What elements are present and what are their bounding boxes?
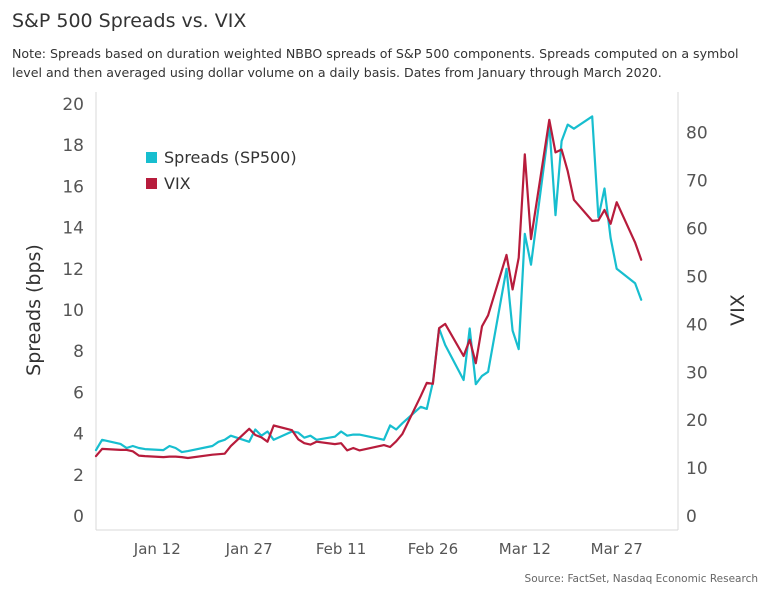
chart-axes: 0 2 4 6 8 10 12 14 16 18 20 0 10 20 30 40 50 60 70 80 Jan 12… [23, 92, 749, 558]
y-tick-label: 4 [73, 425, 84, 445]
x-tick-label: Feb 26 [408, 540, 458, 558]
y2-tick-label: 30 [686, 363, 708, 383]
y2-tick-label: 80 [686, 124, 708, 144]
y-tick-label: 20 [62, 95, 84, 115]
y-tick-label: 18 [62, 136, 84, 156]
y2-tick-label: 20 [686, 411, 708, 431]
legend-swatch-spreads [146, 152, 157, 163]
vix-line [94, 118, 643, 460]
y2-tick-label: 40 [686, 315, 708, 335]
y-tick-label: 10 [62, 301, 84, 321]
spreads-line [94, 115, 643, 454]
legend-swatch-vix [146, 178, 157, 189]
y2-tick-label: 0 [686, 507, 697, 527]
y2-tick-label: 70 [686, 172, 708, 192]
chart-series [94, 115, 643, 460]
y-axis-label: Spreads (bps) [23, 244, 45, 376]
y-tick-label: 2 [73, 466, 84, 486]
x-tick-label: Feb 11 [316, 540, 366, 558]
chart-legend: Spreads (SP500) VIX [146, 148, 297, 193]
y-tick-label: 14 [62, 219, 84, 239]
source-note: Source: FactSet, Nasdaq Economic Researc… [524, 573, 758, 585]
legend-label-vix: VIX [164, 174, 191, 193]
y2-tick-label: 50 [686, 267, 708, 287]
x-tick-label: Jan 27 [225, 540, 273, 558]
y-tick-label: 16 [62, 177, 84, 197]
y-tick-label: 6 [73, 383, 84, 403]
chart-note: Note: Spreads based on duration weighted… [12, 46, 739, 80]
x-tick-label: Mar 12 [499, 540, 551, 558]
y-tick-label: 12 [62, 260, 84, 280]
x-tick-label: Jan 12 [133, 540, 181, 558]
chart-title: S&P 500 Spreads vs. VIX [12, 10, 247, 32]
legend-label-spreads: Spreads (SP500) [164, 148, 297, 167]
x-tick-label: Mar 27 [591, 540, 643, 558]
y-tick-label: 8 [73, 342, 84, 362]
y-tick-label: 0 [73, 507, 84, 527]
y2-tick-label: 10 [686, 459, 708, 479]
y2-tick-label: 60 [686, 220, 708, 240]
y2-axis-label: VIX [727, 294, 749, 326]
